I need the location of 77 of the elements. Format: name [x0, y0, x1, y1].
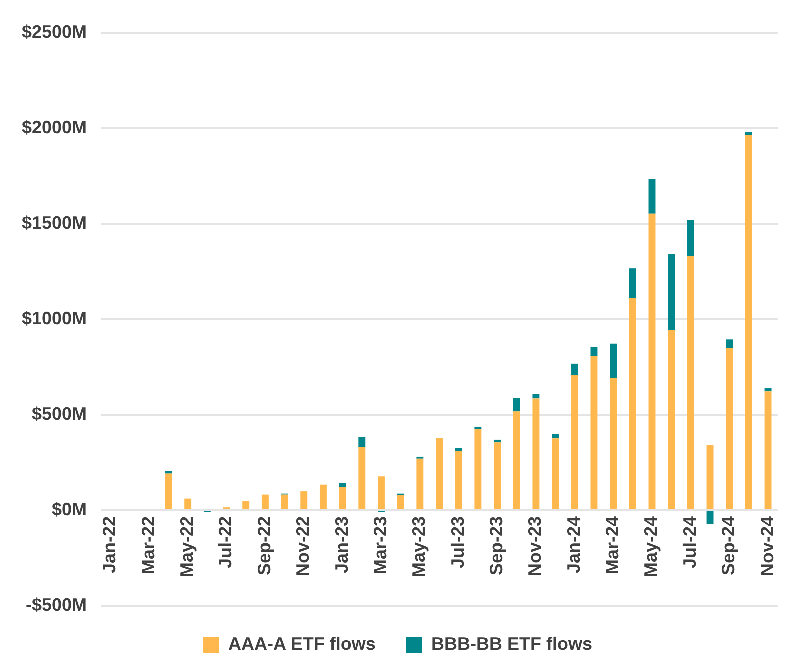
x-tick-label: May-24 — [641, 516, 662, 578]
bar — [455, 451, 462, 510]
bar — [532, 398, 540, 510]
bar — [648, 179, 656, 214]
x-tick-label: Mar-23 — [370, 516, 390, 574]
bar — [745, 132, 752, 136]
bar — [513, 412, 520, 510]
bar — [339, 483, 346, 488]
bar — [184, 498, 192, 510]
bar — [378, 476, 385, 510]
x-tick-label: Jan-22 — [100, 516, 120, 574]
legend-label: AAA-A ETF flows — [228, 634, 376, 654]
x-tick-label: Sep-22 — [254, 516, 274, 576]
y-tick-label: $1500M — [22, 212, 88, 233]
bar — [706, 511, 714, 524]
bar — [629, 268, 636, 298]
bar — [300, 492, 308, 510]
bar — [513, 398, 520, 412]
bar — [552, 434, 560, 439]
bar — [339, 487, 346, 510]
x-tick-label: May-23 — [409, 516, 430, 578]
y-tick-label: $1000M — [22, 308, 88, 328]
bar — [629, 298, 636, 510]
bar — [726, 340, 734, 348]
bar — [726, 348, 734, 510]
bar — [764, 392, 772, 510]
bar — [358, 437, 366, 448]
bar — [242, 501, 250, 510]
bar — [474, 429, 482, 510]
x-tick-label: Jul-22 — [216, 516, 236, 568]
bar — [687, 220, 694, 257]
x-tick-label: May-22 — [177, 516, 198, 578]
x-tick-label: Nov-23 — [525, 516, 546, 576]
y-tick-label: $500M — [32, 404, 88, 424]
legend-label: BBB-BB ETF flows — [432, 634, 592, 654]
bar — [745, 135, 752, 510]
bar — [320, 484, 327, 510]
bar — [687, 256, 694, 510]
bar — [397, 495, 404, 510]
y-tick-label: $2500M — [22, 22, 88, 42]
bar — [474, 426, 482, 430]
bar — [416, 458, 424, 510]
x-tick-label: Jan-23 — [332, 516, 352, 574]
bar — [764, 388, 772, 392]
bar — [706, 446, 714, 510]
y-tick-label: $0M — [52, 499, 88, 520]
x-tick-label: Jul-23 — [448, 516, 468, 568]
bar — [494, 442, 502, 510]
bar — [358, 447, 366, 510]
bar — [668, 330, 676, 510]
x-tick-label: Sep-24 — [718, 516, 739, 576]
bar — [668, 254, 676, 330]
bar — [571, 375, 578, 510]
y-tick-label: -$500M — [26, 594, 88, 615]
x-tick-label: Mar-22 — [138, 516, 158, 574]
x-tick-label: Jan-24 — [564, 516, 584, 574]
bar — [436, 438, 443, 510]
x-tick-label: Sep-23 — [486, 516, 506, 576]
bar — [571, 364, 578, 376]
bar — [552, 438, 560, 510]
bar — [262, 494, 269, 510]
y-tick-label: $2000M — [22, 117, 88, 138]
bar — [165, 471, 172, 474]
x-tick-label: Mar-24 — [602, 516, 623, 574]
x-tick-label: Nov-24 — [757, 516, 778, 576]
x-tick-label: Jul-24 — [680, 516, 700, 568]
bar — [455, 448, 462, 452]
bar — [590, 356, 598, 510]
bar — [648, 214, 656, 510]
bar — [165, 474, 172, 510]
bar — [590, 347, 598, 356]
x-tick-label: Nov-22 — [293, 516, 314, 576]
bar — [610, 344, 618, 378]
bar — [610, 378, 618, 510]
bar — [532, 394, 540, 399]
bar — [494, 440, 502, 443]
bar — [281, 494, 288, 510]
